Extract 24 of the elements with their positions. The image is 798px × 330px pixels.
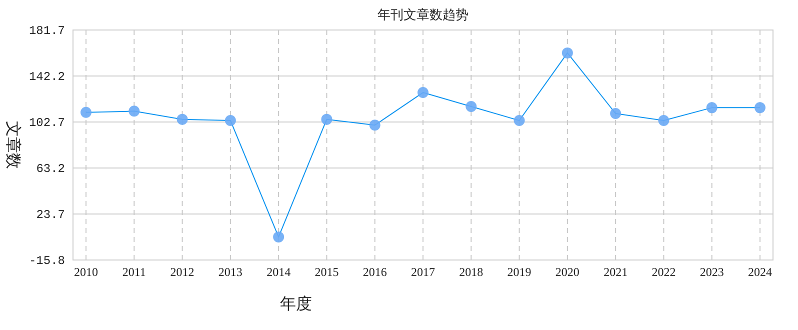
y-tick-label: 181.7 (28, 24, 65, 38)
y-tick-label: 142.2 (28, 70, 65, 84)
x-tick-label: 2010 (74, 265, 98, 279)
y-tick-label: 23.7 (36, 208, 65, 222)
x-tick-label: 2019 (507, 265, 532, 279)
x-tick-label: 2018 (459, 265, 484, 279)
x-tick-label: 2017 (411, 265, 435, 279)
x-axis-title: 年度 (280, 295, 312, 313)
x-tick-label: 2021 (604, 265, 628, 279)
y-tick-label: 102.7 (28, 116, 65, 130)
x-tick-label: 2014 (266, 265, 291, 279)
x-tick-label: 2023 (700, 265, 724, 279)
chart-title: 年刊文章数趋势 (378, 7, 468, 22)
x-tick-label: 2013 (218, 265, 242, 279)
y-axis-title: 文章数 (4, 121, 22, 169)
x-tick-label: 2022 (652, 265, 676, 279)
y-tick-label: 63.2 (36, 162, 65, 176)
x-tick-label: 2012 (170, 265, 194, 279)
x-tick-label: 2015 (314, 265, 339, 279)
y-tick-label: -15.8 (28, 254, 65, 268)
x-tick-label: 2024 (748, 265, 772, 279)
x-tick-label: 2020 (555, 265, 580, 279)
x-tick-label: 2011 (122, 265, 146, 279)
x-tick-label: 2016 (362, 265, 387, 279)
